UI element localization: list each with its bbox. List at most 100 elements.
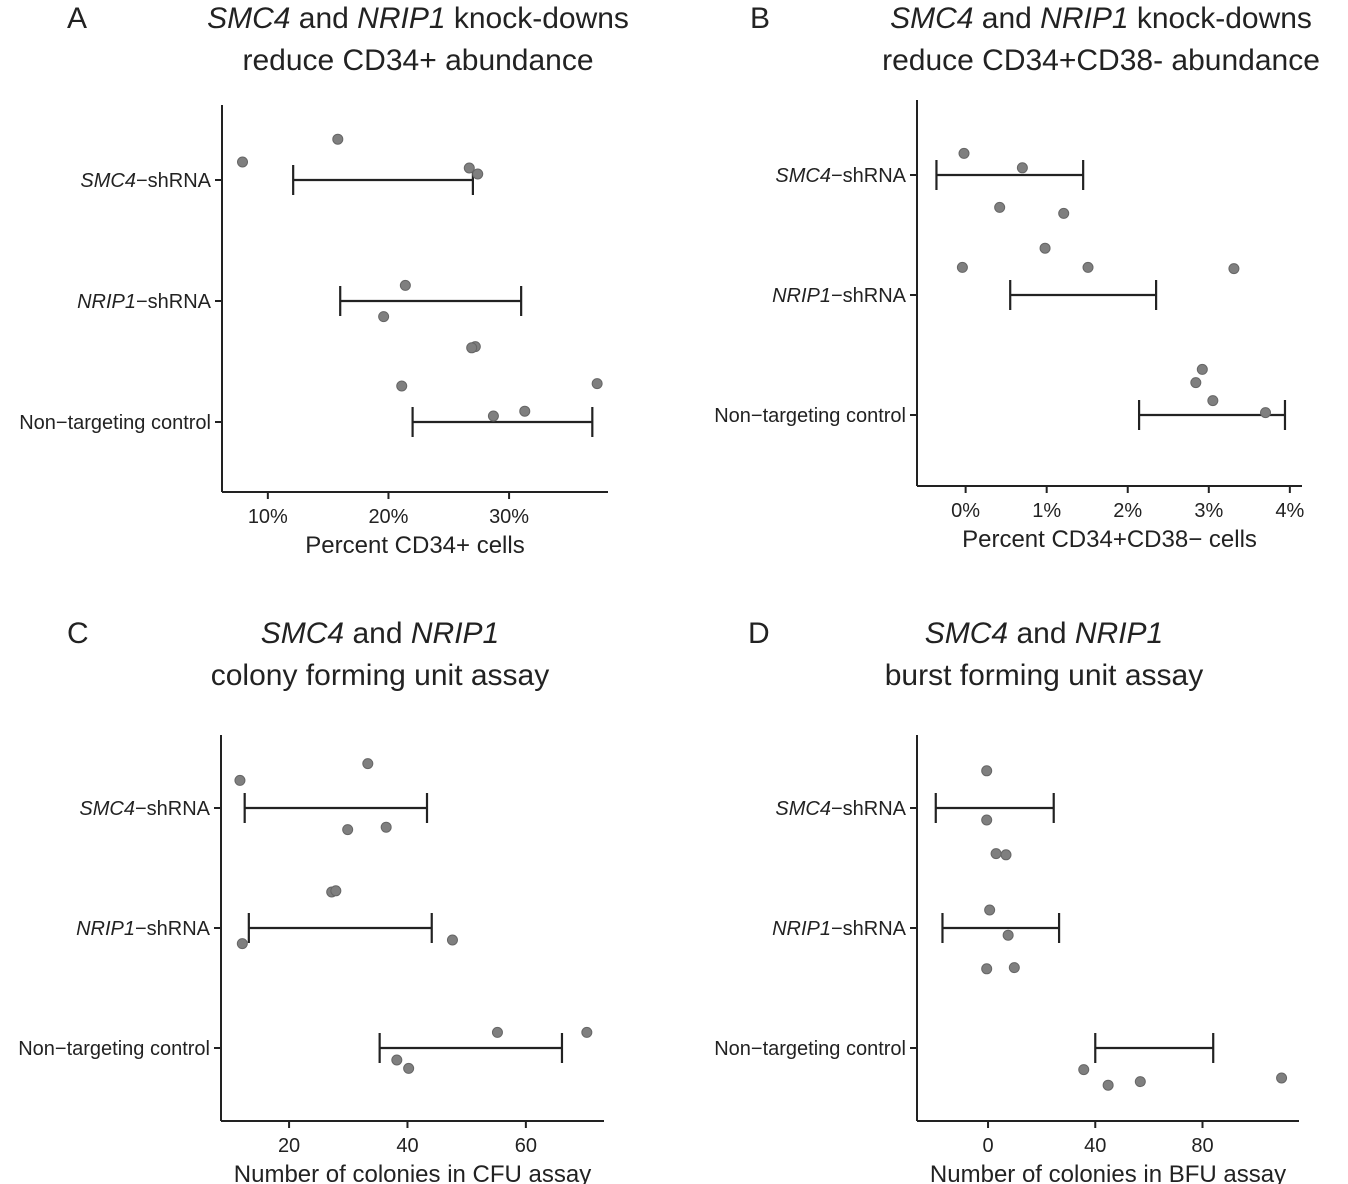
data-point [491,1026,503,1038]
chart-title-segment: and [344,617,411,650]
x-tick-label: 1% [1032,500,1061,522]
data-point [1260,407,1272,419]
data-point [396,380,408,392]
chart-title-line: SMC4 and NRIP1 knock-downs [890,2,1312,35]
y-tick-label: SMC4−shRNA [775,165,906,187]
y-tick-label-gene: NRIP1 [772,918,831,940]
y-tick-label-gene: NRIP1 [77,291,136,313]
y-tick-label-text: −shRNA [135,798,211,820]
data-point [519,405,531,417]
data-point [330,885,342,897]
y-tick-label-text: Non−targeting control [19,412,211,434]
y-tick-label-gene: NRIP1 [772,285,831,307]
data-point [1078,1064,1090,1076]
data-point [342,824,354,836]
y-tick-label-gene: SMC4 [775,165,831,187]
data-point [403,1062,415,1074]
chart-title-segment: colony forming unit assay [211,659,550,692]
y-tick-label: SMC4−shRNA [80,170,211,192]
x-tick-label: 0% [951,500,980,522]
x-tick-label: 30% [489,506,529,528]
y-tick-label-text: −shRNA [135,918,211,940]
chart-title-line: colony forming unit assay [211,659,550,692]
data-point [591,378,603,390]
chart-title-segment: reduce CD34+CD38- abundance [882,44,1320,77]
y-tick-label-text: −shRNA [136,170,212,192]
data-point [1276,1072,1288,1084]
chart-title-segment: knock-downs [446,2,629,35]
chart-title-line: SMC4 and NRIP1 [261,617,499,650]
chart-title-line: burst forming unit assay [885,659,1203,692]
data-point [378,311,390,323]
x-tick-label: 20 [278,1135,300,1157]
panel-label: A [67,2,87,35]
chart-title-segment: burst forming unit assay [885,659,1203,692]
x-tick-label: 80 [1191,1135,1213,1157]
y-tick-label: NRIP1−shRNA [772,918,907,940]
data-point [472,168,484,180]
panel-D: D SMC4 and NRIP1 burst forming unit assay 0… [714,617,1299,1184]
data-point [984,904,996,916]
chart-title-segment: and [290,2,357,35]
x-axis-label: Number of colonies in CFU assay [234,1161,591,1184]
data-point [237,156,249,168]
data-point [332,133,344,145]
y-tick-label-gene: NRIP1 [76,918,135,940]
data-point [391,1054,403,1066]
y-tick-label: SMC4−shRNA [775,798,906,820]
y-tick-label: NRIP1−shRNA [76,918,211,940]
data-point [981,765,993,777]
chart-title-segment: SMC4 [890,2,973,35]
x-tick-label: 10% [248,506,288,528]
x-tick-label: 40 [1084,1135,1106,1157]
data-point [487,410,499,422]
y-tick-label-text: −shRNA [831,798,907,820]
x-axis-label: Percent CD34+ cells [305,532,524,559]
chart-title-line: SMC4 and NRIP1 [925,617,1163,650]
x-tick-label: 60 [515,1135,537,1157]
x-tick-label: 0 [982,1135,993,1157]
x-tick-label: 40 [396,1135,418,1157]
data-point [981,963,993,975]
panel-A: A SMC4 and NRIP1 knock-downs reduce CD34+ … [19,2,629,559]
data-point [380,821,392,833]
y-tick-label-text: −shRNA [831,165,907,187]
x-tick-label: 2% [1113,500,1142,522]
y-tick-label: Non−targeting control [18,1038,210,1060]
data-point [234,774,246,786]
data-point [1102,1079,1114,1091]
y-tick-label-gene: SMC4 [80,170,136,192]
data-point [1082,261,1094,273]
x-tick-label: 3% [1194,500,1223,522]
data-point [463,162,475,174]
data-point [1207,395,1219,407]
chart-title-segment: SMC4 [925,617,1008,650]
data-point [958,147,970,159]
y-tick-label-text: −shRNA [831,285,907,307]
y-tick-label-text: Non−targeting control [714,1038,906,1060]
y-tick-label-text: −shRNA [831,918,907,940]
x-axis-label: Number of colonies in BFU assay [930,1161,1286,1184]
data-point [956,261,968,273]
data-point [1008,962,1020,974]
data-point [1039,242,1051,254]
panel-label: D [748,617,770,650]
data-point [399,279,411,291]
chart-title-line: reduce CD34+CD38- abundance [882,44,1320,77]
y-tick-label-text: Non−targeting control [18,1038,210,1060]
data-point [1196,363,1208,375]
data-point [1000,849,1012,861]
panel-C: C SMC4 and NRIP1 colony forming unit assay… [18,617,604,1184]
x-tick-label: 20% [368,506,408,528]
chart-title-line: reduce CD34+ abundance [242,44,593,77]
panel-label: B [750,2,770,35]
x-tick-label: 4% [1275,500,1304,522]
chart-title-segment: SMC4 [261,617,344,650]
x-axis-label: Percent CD34+CD38− cells [962,526,1257,553]
data-point [446,934,458,946]
data-point [1016,162,1028,174]
data-point [981,814,993,826]
data-point [362,758,374,770]
y-tick-label-gene: SMC4 [79,798,135,820]
